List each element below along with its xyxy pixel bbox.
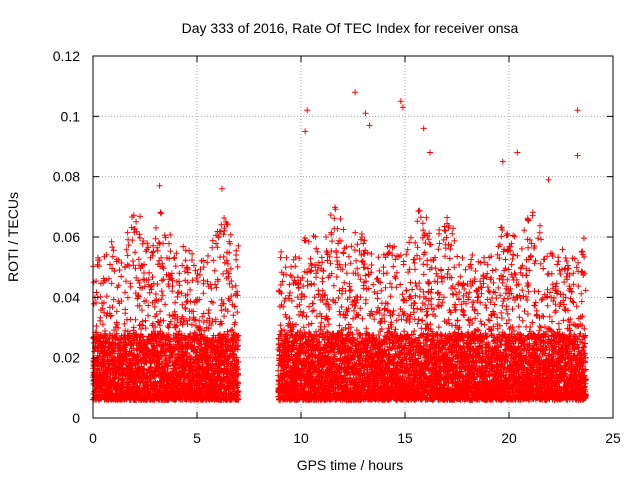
y-tick-label: 0.12 — [53, 48, 80, 64]
x-tick-label: 20 — [501, 430, 517, 446]
y-tick-label: 0.04 — [53, 289, 80, 305]
y-tick-label: 0.06 — [53, 229, 80, 245]
x-tick-label: 15 — [397, 430, 413, 446]
y-axis-label: ROTI / TECUs — [5, 192, 21, 282]
y-tick-labels: 0 0.02 0.04 0.06 0.08 0.1 0.12 — [53, 48, 80, 426]
x-tick-labels: 0 5 10 15 20 25 — [89, 430, 621, 446]
x-tick-label: 5 — [193, 430, 201, 446]
axis-ticks — [92, 55, 614, 419]
x-axis-label: GPS time / hours — [297, 457, 404, 473]
y-tick-label: 0.02 — [53, 350, 80, 366]
y-tick-label: 0.08 — [53, 169, 80, 185]
y-tick-label: 0.1 — [61, 108, 81, 124]
y-tick-label: 0 — [72, 410, 80, 426]
x-tick-label: 10 — [293, 430, 309, 446]
chart-title: Day 333 of 2016, Rate Of TEC Index for r… — [182, 20, 519, 36]
grid-lines — [93, 56, 613, 418]
x-tick-label: 0 — [89, 430, 97, 446]
x-tick-label: 25 — [605, 430, 621, 446]
